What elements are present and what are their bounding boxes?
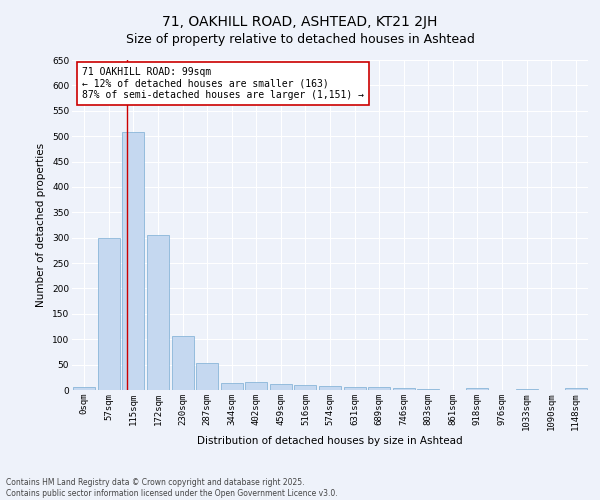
Bar bbox=[295, 386, 316, 390]
Y-axis label: Number of detached properties: Number of detached properties bbox=[37, 143, 46, 307]
Bar bbox=[368, 388, 390, 390]
Bar bbox=[221, 383, 243, 390]
Bar bbox=[270, 384, 292, 390]
Bar bbox=[98, 238, 120, 390]
Bar bbox=[147, 234, 169, 390]
Bar bbox=[172, 336, 194, 390]
Bar bbox=[392, 388, 415, 390]
Bar bbox=[245, 382, 268, 390]
Bar bbox=[466, 388, 488, 390]
Bar bbox=[565, 388, 587, 390]
Text: Contains HM Land Registry data © Crown copyright and database right 2025.
Contai: Contains HM Land Registry data © Crown c… bbox=[6, 478, 338, 498]
Bar bbox=[73, 388, 95, 390]
Bar bbox=[122, 132, 145, 390]
Text: Size of property relative to detached houses in Ashtead: Size of property relative to detached ho… bbox=[125, 32, 475, 46]
Bar bbox=[196, 363, 218, 390]
Text: 71, OAKHILL ROAD, ASHTEAD, KT21 2JH: 71, OAKHILL ROAD, ASHTEAD, KT21 2JH bbox=[163, 15, 437, 29]
Bar bbox=[319, 386, 341, 390]
Bar bbox=[344, 388, 365, 390]
X-axis label: Distribution of detached houses by size in Ashtead: Distribution of detached houses by size … bbox=[197, 436, 463, 446]
Text: 71 OAKHILL ROAD: 99sqm
← 12% of detached houses are smaller (163)
87% of semi-de: 71 OAKHILL ROAD: 99sqm ← 12% of detached… bbox=[82, 66, 364, 100]
